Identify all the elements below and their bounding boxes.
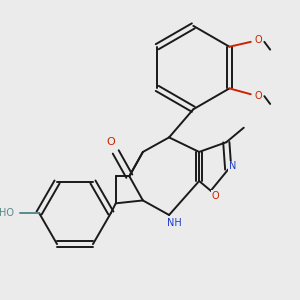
Text: O: O — [255, 35, 262, 45]
Text: O: O — [255, 91, 262, 101]
Text: O: O — [212, 190, 219, 201]
Text: HO: HO — [0, 208, 14, 218]
Text: NH: NH — [167, 218, 181, 228]
Text: O: O — [106, 137, 115, 147]
Text: N: N — [230, 161, 237, 172]
